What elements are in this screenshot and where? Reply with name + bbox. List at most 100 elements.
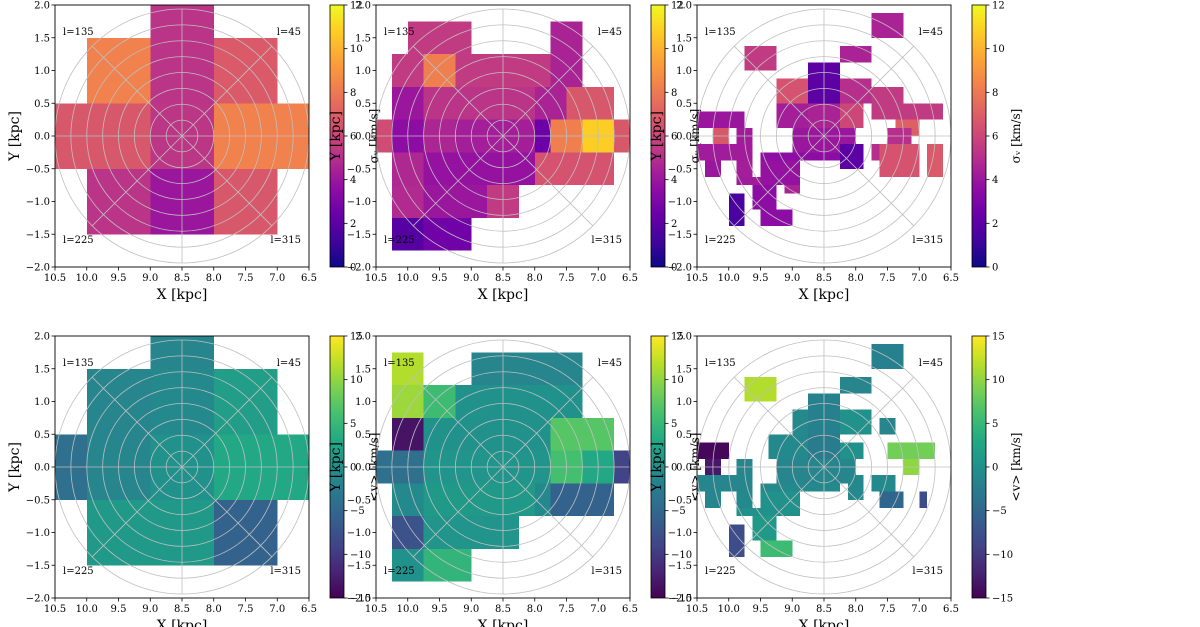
heatmap-cells xyxy=(376,352,630,582)
colorbar-label: <v> [km/s] xyxy=(1009,433,1023,502)
grid-spoke xyxy=(502,135,594,227)
heatmap-cell xyxy=(839,78,872,104)
colorbar-tick-label: −10 xyxy=(992,550,1013,561)
heatmap-cell xyxy=(423,217,472,251)
x-tick-label: 7.0 xyxy=(269,604,285,615)
colorbar-tick-label: −10 xyxy=(671,550,692,561)
heatmap-cell xyxy=(455,548,472,582)
heatmap-cell xyxy=(704,160,721,177)
annotation-label: l=225 xyxy=(384,235,415,246)
grid-spoke xyxy=(181,45,273,137)
chart-panel-bottom-right: 10.5 10.0 9.5 9.0 8.5 8.0 7.5 7.0 6.5 −2.0 −1.5 −1.… xyxy=(649,332,1023,627)
x-tick-label: 9.5 xyxy=(111,604,127,615)
y-tick-label: 0.0 xyxy=(355,463,371,474)
heatmap-cell xyxy=(744,45,777,71)
x-tick-label: 7.5 xyxy=(880,273,896,284)
heatmap-cell xyxy=(871,86,904,120)
heatmap-cell xyxy=(776,78,809,104)
heatmap-cell xyxy=(423,548,456,582)
colorbar-tick-label: 10 xyxy=(350,375,363,386)
x-tick-label: 8.0 xyxy=(848,604,864,615)
colorbar-tick-label: 4 xyxy=(350,175,356,186)
x-tick-label: 8.0 xyxy=(527,273,543,284)
y-tick-label: −2.0 xyxy=(347,594,371,605)
heatmap-cell xyxy=(213,168,278,235)
heatmap-cell xyxy=(847,475,864,500)
y-tick-label: −0.5 xyxy=(347,495,371,506)
colorbar-tick-label: 10 xyxy=(992,375,1005,386)
polar-grid xyxy=(55,8,309,264)
x-tick-label: 10.0 xyxy=(718,273,740,284)
heatmap-cell xyxy=(471,352,583,386)
x-tick-label: 6.5 xyxy=(943,273,959,284)
annotation-label: l=315 xyxy=(591,566,622,577)
y-tick-label: 0.5 xyxy=(355,430,371,441)
y-tick-label: 0.0 xyxy=(676,132,692,143)
y-tick-label: −1.5 xyxy=(26,230,50,241)
grid-spoke xyxy=(91,376,183,468)
y-tick-label: 0.5 xyxy=(676,430,692,441)
y-tick-label: −2.0 xyxy=(26,263,50,274)
colorbar-tick-label: 6 xyxy=(992,132,998,143)
grid-spoke xyxy=(823,45,915,137)
y-tick-label: −0.5 xyxy=(347,164,371,175)
colorbar-tick-label: −5 xyxy=(350,506,365,517)
x-tick-label: 8.5 xyxy=(495,604,511,615)
grid-spoke xyxy=(91,466,183,558)
heatmap-cell xyxy=(704,491,721,508)
heatmap-cell xyxy=(550,21,583,55)
colorbar-tick-label: 0 xyxy=(671,263,677,274)
x-axis-label: X [kpc] xyxy=(799,287,850,303)
x-axis-label: X [kpc] xyxy=(799,618,850,627)
colorbar-tick-label: −15 xyxy=(992,594,1013,605)
y-tick-label: −2.0 xyxy=(26,594,50,605)
annotation-label: l=315 xyxy=(270,566,301,577)
heatmap-cell xyxy=(391,385,424,418)
heatmap-cell xyxy=(736,176,761,186)
heatmap-cell xyxy=(839,409,872,435)
y-axis-label: Y [kpc] xyxy=(649,111,665,162)
x-tick-label: 7.0 xyxy=(911,273,927,284)
heatmap-cell xyxy=(407,21,472,55)
colorbar-tick-label: 5 xyxy=(992,419,998,430)
heatmap-cell xyxy=(768,434,809,459)
x-tick-label: 8.0 xyxy=(206,604,222,615)
heatmap-cell xyxy=(736,491,753,508)
heatmap-cell xyxy=(423,417,551,451)
colorbar-tick-label: 6 xyxy=(350,132,356,143)
grid-spoke xyxy=(91,135,183,227)
x-tick-label: 7.5 xyxy=(880,604,896,615)
y-tick-label: 2.0 xyxy=(34,332,50,343)
y-tick-label: −0.5 xyxy=(26,164,50,175)
y-tick-label: 2.0 xyxy=(34,1,50,12)
x-tick-label: 9.5 xyxy=(432,604,448,615)
colorbar-tick-label: 12 xyxy=(671,1,684,12)
x-tick-label: 9.5 xyxy=(111,273,127,284)
annotation-label: l=45 xyxy=(277,358,301,369)
y-tick-label: 1.0 xyxy=(676,397,692,408)
colorbar-tick-label: −10 xyxy=(350,550,371,561)
annotation-label: l=45 xyxy=(919,27,943,38)
x-axis-label: X [kpc] xyxy=(478,618,529,627)
heatmap-cell xyxy=(776,103,809,128)
y-tick-label: 1.5 xyxy=(676,364,692,375)
x-tick-label: 10.5 xyxy=(686,604,708,615)
heatmap-cell xyxy=(550,483,615,517)
x-tick-label: 10.0 xyxy=(76,273,98,284)
colorbar xyxy=(971,335,987,599)
x-tick-label: 8.0 xyxy=(527,604,543,615)
colorbar-tick-label: 0 xyxy=(350,463,356,474)
y-tick-label: −1.5 xyxy=(26,561,50,572)
heatmap-cell xyxy=(728,193,745,227)
x-tick-label: 7.5 xyxy=(238,273,254,284)
annotation-label: l=315 xyxy=(912,235,943,246)
heatmap-cell xyxy=(792,409,809,435)
heatmap-cell xyxy=(423,54,456,87)
y-tick-label: −1.0 xyxy=(347,197,371,208)
y-tick-label: 1.5 xyxy=(34,33,50,44)
polar-grid xyxy=(697,8,951,264)
annotation-label: l=225 xyxy=(63,566,94,577)
heatmap-cells xyxy=(697,13,944,227)
annotation-label: l=45 xyxy=(277,27,301,38)
x-tick-label: 6.5 xyxy=(301,604,317,615)
